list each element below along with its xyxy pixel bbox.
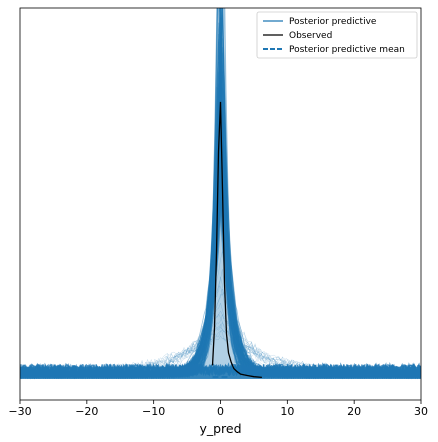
x-axis: −30 −20 −10 0 10 20 30 bbox=[8, 400, 428, 418]
posterior-predictive-envelope-line bbox=[20, 32, 421, 376]
x-tick-label: −20 bbox=[75, 405, 98, 418]
legend-label: Posterior predictive mean bbox=[289, 45, 405, 55]
posterior-predictive-noise-band bbox=[20, 361, 421, 379]
posterior-predictive-envelope bbox=[20, 32, 421, 379]
posterior-predictive-noise-fill bbox=[20, 366, 421, 379]
x-tick-label: −10 bbox=[142, 405, 165, 418]
x-tick-label: 10 bbox=[280, 405, 294, 418]
legend-label: Posterior predictive bbox=[289, 17, 377, 27]
legend-box bbox=[256, 11, 418, 59]
x-tick-label: 20 bbox=[347, 405, 361, 418]
x-axis-label: y_pred bbox=[199, 421, 241, 436]
x-tick-label: 30 bbox=[414, 405, 428, 418]
legend-label: Observed bbox=[289, 31, 332, 41]
observed-line bbox=[211, 101, 262, 379]
x-tick-label: −30 bbox=[8, 405, 31, 418]
legend: Posterior predictive Observed Posterior pr… bbox=[256, 11, 418, 59]
x-tick-label: 0 bbox=[217, 405, 224, 418]
plot-area bbox=[20, 8, 421, 380]
